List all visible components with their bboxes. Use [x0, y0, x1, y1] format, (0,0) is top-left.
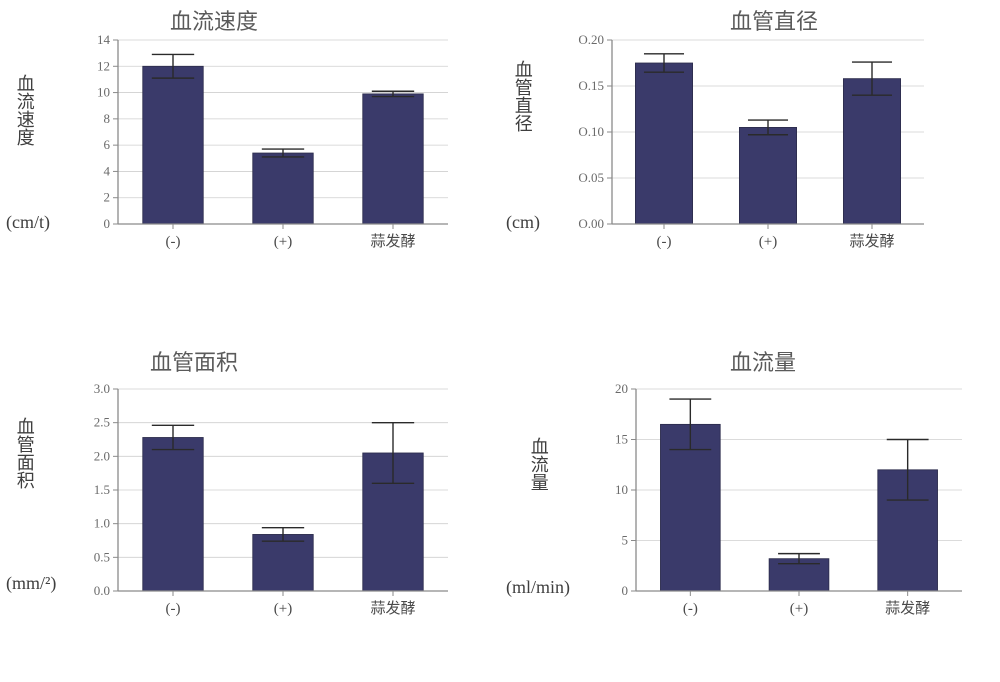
xcat-diameter-2: 蒜发酵 — [849, 233, 894, 250]
svg-text:10: 10 — [97, 85, 110, 100]
panel-area-yunit: (mm/²) — [6, 573, 56, 594]
bar-velocity-2 — [363, 94, 424, 224]
xcat-area-2: 蒜发酵 — [370, 600, 415, 617]
svg-text:12: 12 — [97, 58, 110, 73]
svg-text:O.20: O.20 — [578, 32, 604, 47]
svg-text:4: 4 — [104, 163, 111, 178]
panel-area-title: 血管面积 — [150, 345, 238, 377]
xcat-velocity-0: (-) — [166, 234, 181, 250]
panel-diameter-svg: O.00 O.05 O.10 O.15 O.20 (-) (+) 蒜发酵 — [564, 30, 934, 260]
xcat-velocity-2: 蒜发酵 — [370, 233, 415, 250]
svg-text:0.5: 0.5 — [94, 549, 110, 564]
panel-flow-chart: 0 5 10 15 20 (-) (+) 蒜发酵 — [596, 379, 972, 627]
xcat-diameter-1: (+) — [759, 234, 777, 250]
svg-text:1.0: 1.0 — [94, 516, 110, 531]
bar-area-0 — [143, 437, 204, 591]
charts-grid: 血流速度 血流速度 (cm/t) 02468101214(-)(+)蒜发酵 血管… — [0, 0, 1000, 682]
panel-flow-yunit: (ml/min) — [506, 577, 570, 598]
svg-text:O.15: O.15 — [578, 78, 604, 93]
bar-velocity-0 — [143, 66, 204, 224]
svg-text:2: 2 — [104, 190, 111, 205]
svg-text:O.10: O.10 — [578, 124, 604, 139]
svg-text:14: 14 — [97, 32, 111, 47]
bar-area-1 — [253, 534, 314, 591]
panel-velocity-yunit: (cm/t) — [6, 212, 50, 233]
svg-text:0: 0 — [104, 216, 111, 231]
xcat-area-0: (-) — [166, 601, 181, 617]
bar-velocity-1 — [253, 153, 314, 224]
svg-text:10: 10 — [615, 482, 628, 497]
bar-diameter-2 — [843, 79, 900, 224]
svg-text:O.00: O.00 — [578, 216, 604, 231]
svg-text:0.0: 0.0 — [94, 583, 110, 598]
panel-diameter-chart: O.00 O.05 O.10 O.15 O.20 (-) (+) 蒜发酵 — [564, 30, 934, 260]
svg-text:8: 8 — [104, 111, 111, 126]
panel-area: 血管面积 血管面积 (mm/²) 0.0 0.5 1.0 1.5 2.0 2.5 3.0 (-… — [0, 341, 500, 682]
panel-diameter: 血管直径 血管直径 (cm) O.00O.05O.10O.15O.20(-)(+… — [500, 0, 1000, 341]
xcat-flow-2: 蒜发酵 — [885, 600, 930, 617]
panel-diameter-ylabel: 血管直径 — [512, 60, 532, 132]
svg-text:3.0: 3.0 — [94, 381, 110, 396]
svg-text:1.5: 1.5 — [94, 482, 110, 497]
panel-velocity-svg: 0 2 4 6 8 10 12 14 (-) (+) 蒜发酵 — [78, 30, 458, 260]
xcat-diameter-0: (-) — [657, 234, 672, 250]
svg-text:2.0: 2.0 — [94, 448, 110, 463]
panel-diameter-yunit: (cm) — [506, 212, 540, 233]
xcat-flow-0: (-) — [683, 601, 698, 617]
panel-velocity: 血流速度 血流速度 (cm/t) 02468101214(-)(+)蒜发酵 — [0, 0, 500, 341]
panel-flow-svg: 0 5 10 15 20 (-) (+) 蒜发酵 — [596, 379, 972, 627]
xcat-flow-1: (+) — [790, 601, 808, 617]
svg-text:15: 15 — [615, 432, 628, 447]
svg-text:O.05: O.05 — [578, 170, 604, 185]
svg-text:5: 5 — [622, 533, 629, 548]
panel-area-ylabel: 血管面积 — [14, 417, 34, 489]
panel-flow-title: 血流量 — [730, 345, 796, 377]
svg-text:6: 6 — [104, 137, 111, 152]
panel-flow: 血流量 血流量 (ml/min) 0 5 10 15 20 (-) (+) 蒜发酵 — [500, 341, 1000, 682]
panel-area-svg: 0.0 0.5 1.0 1.5 2.0 2.5 3.0 (-) (+) 蒜发酵 — [78, 379, 458, 627]
svg-text:20: 20 — [615, 381, 628, 396]
xcat-area-1: (+) — [274, 601, 292, 617]
panel-area-chart: 0.0 0.5 1.0 1.5 2.0 2.5 3.0 (-) (+) 蒜发酵 — [78, 379, 458, 627]
bar-diameter-1 — [739, 127, 796, 224]
panel-velocity-ylabel: 血流速度 — [14, 74, 34, 146]
bar-diameter-0 — [635, 63, 692, 224]
panel-velocity-chart: 0 2 4 6 8 10 12 14 (-) (+) 蒜发酵 — [78, 30, 458, 260]
svg-text:2.5: 2.5 — [94, 415, 110, 430]
panel-flow-ylabel: 血流量 — [528, 437, 548, 491]
xcat-velocity-1: (+) — [274, 234, 292, 250]
svg-text:0: 0 — [622, 583, 629, 598]
